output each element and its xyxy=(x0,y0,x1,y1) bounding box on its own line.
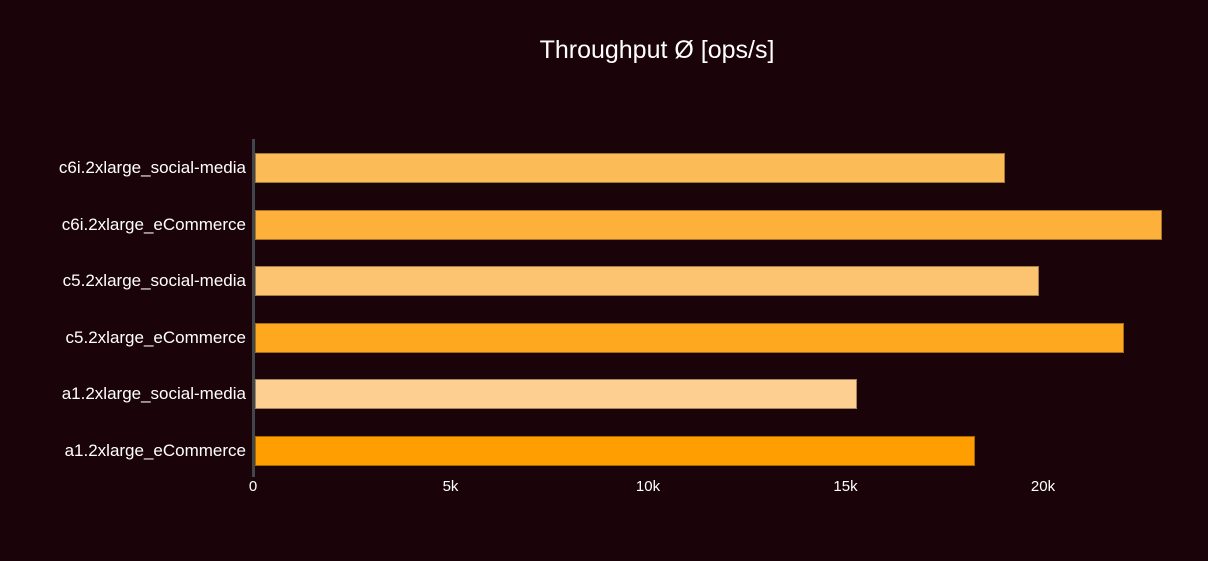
chart-title: Throughput Ø [ops/s] xyxy=(539,36,775,64)
x-tick-label: 0 xyxy=(248,478,258,495)
x-axis-tick-labels: 0 5k 10k 15k 20k xyxy=(0,478,1208,500)
category-label: c6i.2xlarge_eCommerce xyxy=(61,214,246,234)
x-tick-label: 5k xyxy=(442,478,459,495)
category-label: c5.2xlarge_social-media xyxy=(62,271,246,290)
bar xyxy=(255,322,1124,353)
category-label: c5.2xlarge_eCommerce xyxy=(65,327,246,347)
category-label: a1.2xlarge_social-media xyxy=(61,384,246,403)
x-tick-label: 15k xyxy=(833,478,858,495)
x-tick-label: 10k xyxy=(635,478,661,495)
bar xyxy=(255,266,1040,296)
bar xyxy=(255,379,857,409)
y-axis-line xyxy=(252,139,255,477)
x-tick-label: 20k xyxy=(1030,478,1056,495)
bar xyxy=(255,153,1006,183)
bar xyxy=(255,209,1162,240)
category-label: c6i.2xlarge_social-media xyxy=(58,158,246,177)
category-label: a1.2xlarge_eCommerce xyxy=(64,440,246,460)
bar xyxy=(255,435,975,466)
